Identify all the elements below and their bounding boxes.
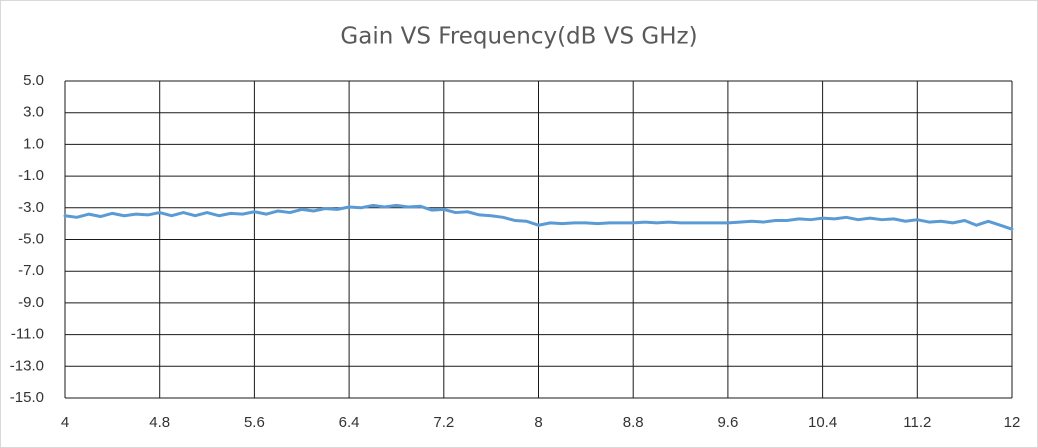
y-tick-label: 1.0 <box>23 135 44 152</box>
y-tick-label: -15.0 <box>10 389 44 406</box>
y-tick-label: -11.0 <box>11 326 44 343</box>
chart-title: Gain VS Frequency(dB VS GHz) <box>340 24 697 50</box>
x-tick-label: 6.4 <box>339 414 360 431</box>
data-line <box>63 203 1014 231</box>
x-tick-label: 7.2 <box>433 414 454 431</box>
y-tick-label: 5.0 <box>23 72 44 89</box>
x-tick-label: 8 <box>534 414 542 431</box>
y-tick-label: -1.0 <box>18 167 44 184</box>
x-tick-label: 4 <box>61 414 69 431</box>
x-tick-label: 11.2 <box>903 414 931 431</box>
x-tick-label: 4.8 <box>149 414 170 431</box>
x-tick-label: 8.8 <box>623 414 644 431</box>
y-tick-label: -5.0 <box>18 230 44 247</box>
y-tick-label: 3.0 <box>23 104 44 121</box>
y-tick-label: -9.0 <box>18 294 44 311</box>
x-tick-label: 9.6 <box>717 414 738 431</box>
x-tick-label: 10.4 <box>808 414 837 431</box>
y-tick-label: -3.0 <box>18 199 44 216</box>
y-tick-label: -7.0 <box>18 262 44 279</box>
x-tick-label: 12 <box>1004 414 1021 431</box>
y-tick-label: -13.0 <box>10 357 44 374</box>
x-tick-label: 5.6 <box>244 414 265 431</box>
